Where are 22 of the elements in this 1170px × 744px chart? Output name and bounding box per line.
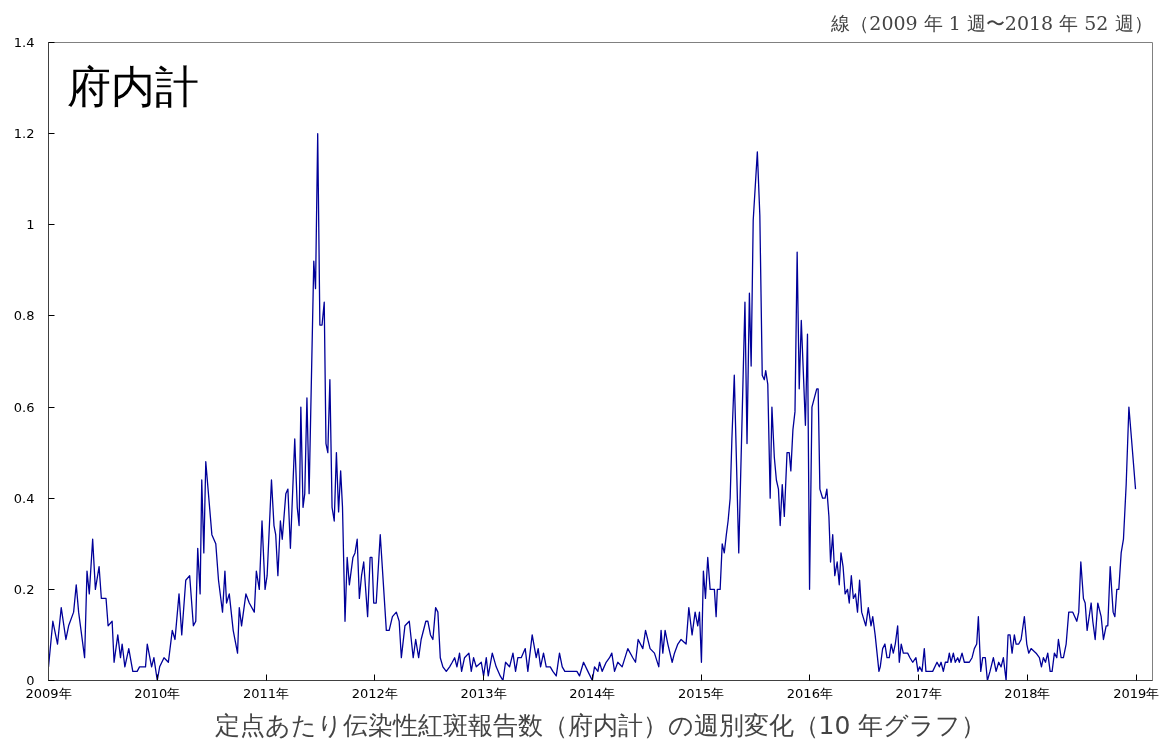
annotation: 府内計 — [66, 60, 199, 112]
chart-subtitle: 線（2009 年 1 週〜2018 年 52 週） — [830, 11, 1153, 34]
text: 定点あたり伝染性紅斑報告数（府内計）の週別変化（10 年グラフ） — [214, 710, 987, 740]
x-tick-label: 2014年 — [569, 685, 616, 701]
x-tick-label: 2010年 — [134, 685, 181, 701]
y-tick-label: 0 — [26, 673, 35, 688]
x-tick-label: 2019年 — [1113, 685, 1160, 701]
x-tick-label: 2016年 — [786, 685, 833, 701]
y-tick-label: 0.4 — [13, 490, 35, 506]
x-tick-label: 2013年 — [460, 685, 507, 701]
y-tick-label: 1.4 — [13, 35, 35, 50]
y-tick-label: 1.2 — [13, 126, 35, 142]
x-tick-label: 2015年 — [678, 685, 725, 701]
y-tick-label: 1 — [26, 217, 35, 233]
x-tick-label: 2009年 — [25, 685, 72, 701]
y-tick-label: 0.6 — [13, 399, 35, 415]
x-tick-label: 2012年 — [351, 685, 398, 701]
x-tick-label: 2017年 — [895, 685, 942, 701]
y-tick-label: 0.2 — [13, 581, 35, 597]
x-tick-label: 2011年 — [242, 685, 290, 701]
x-tick-label: 2018年 — [1004, 685, 1051, 701]
y-tick-label: 0.8 — [13, 308, 35, 324]
